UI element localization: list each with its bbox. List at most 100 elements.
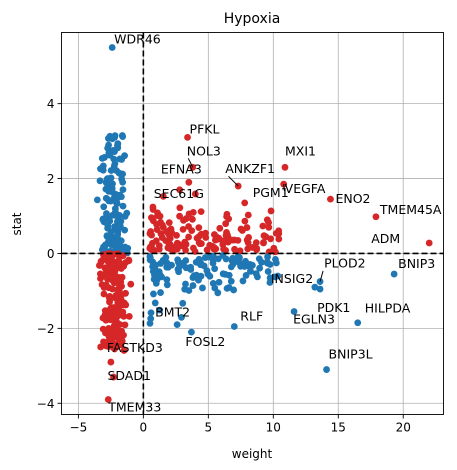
scatter-point bbox=[104, 186, 111, 193]
scatter-point bbox=[147, 230, 154, 237]
scatter-point bbox=[231, 237, 238, 244]
point-label: MXI1 bbox=[285, 143, 316, 158]
scatter-point bbox=[111, 261, 118, 268]
scatter-point bbox=[197, 261, 204, 268]
scatter-point bbox=[164, 281, 171, 288]
scatter-point bbox=[190, 274, 197, 281]
scatter-point bbox=[245, 212, 252, 219]
scatter-point bbox=[253, 239, 260, 246]
scatter-point bbox=[109, 306, 116, 313]
x-tick-label: 20 bbox=[396, 421, 411, 435]
point-label: RLF bbox=[240, 308, 263, 323]
scatter-point bbox=[112, 160, 119, 167]
scatter-point-labeled bbox=[241, 200, 248, 207]
point-label: TMEM45A bbox=[379, 202, 442, 217]
scatter-point bbox=[153, 221, 160, 228]
scatter-point bbox=[175, 266, 182, 273]
point-label: INSIG2 bbox=[271, 271, 313, 286]
scatter-point bbox=[205, 271, 212, 278]
scatter-point bbox=[239, 227, 246, 234]
y-axis-label: stat bbox=[10, 212, 24, 235]
scatter-point bbox=[119, 133, 126, 140]
scatter-point bbox=[210, 260, 217, 267]
x-tick-label: 5 bbox=[205, 421, 213, 435]
scatter-point bbox=[149, 240, 156, 247]
scatter-point-labeled bbox=[426, 240, 433, 247]
scatter-point bbox=[101, 291, 108, 298]
point-label: BNIP3 bbox=[398, 256, 435, 271]
scatter-point bbox=[115, 222, 122, 229]
scatter-point bbox=[180, 261, 187, 268]
scatter-point bbox=[166, 241, 173, 248]
scatter-point bbox=[122, 321, 129, 328]
scatter-point bbox=[97, 275, 104, 282]
scatter-point bbox=[259, 223, 266, 230]
scatter-point bbox=[114, 234, 121, 241]
scatter-point bbox=[106, 152, 113, 159]
scatter-point-labeled bbox=[231, 323, 238, 330]
scatter-point bbox=[94, 196, 101, 203]
scatter-point bbox=[264, 259, 271, 266]
scatter-point bbox=[109, 267, 116, 274]
scatter-point bbox=[147, 256, 154, 263]
x-axis-label: weight bbox=[232, 447, 273, 461]
scatter-point bbox=[260, 240, 267, 247]
y-tick-label: 2 bbox=[47, 172, 55, 186]
point-label: ENO2 bbox=[335, 191, 370, 206]
scatter-point bbox=[97, 177, 104, 184]
x-tick-label: 10 bbox=[266, 421, 281, 435]
point-label: SEC61G bbox=[154, 186, 204, 201]
y-tick-label: −2 bbox=[37, 322, 55, 336]
scatter-point bbox=[112, 211, 119, 218]
scatter-point bbox=[224, 211, 231, 218]
scatter-point bbox=[216, 279, 223, 286]
scatter-point bbox=[103, 282, 110, 289]
scatter-point bbox=[223, 229, 230, 236]
scatter-point bbox=[118, 328, 125, 335]
scatter-point bbox=[160, 224, 167, 231]
scatter-point bbox=[253, 245, 260, 252]
scatter-point-labeled bbox=[282, 164, 289, 171]
scatter-point bbox=[157, 289, 164, 296]
scatter-point bbox=[153, 280, 160, 287]
scatter-point bbox=[235, 253, 242, 260]
scatter-point bbox=[168, 226, 175, 233]
scatter-point bbox=[104, 175, 111, 182]
point-label: EFNA3 bbox=[161, 161, 202, 176]
scatter-point-labeled bbox=[185, 179, 192, 186]
scatter-point bbox=[118, 156, 125, 163]
scatter-point bbox=[190, 245, 197, 252]
scatter-point bbox=[273, 260, 280, 267]
scatter-point bbox=[114, 193, 121, 200]
scatter-point bbox=[187, 266, 194, 273]
point-label: WDR46 bbox=[114, 31, 161, 46]
scatter-point-labeled bbox=[354, 319, 361, 326]
scatter-point bbox=[180, 217, 187, 224]
scatter-point bbox=[157, 260, 164, 267]
x-tick-label: 15 bbox=[331, 421, 346, 435]
scatter-point-labeled bbox=[317, 286, 324, 293]
scatter-point bbox=[185, 223, 192, 230]
scatter-point bbox=[273, 230, 280, 237]
scatter-point bbox=[224, 285, 231, 292]
x-tick-label: −5 bbox=[70, 421, 88, 435]
scatter-point bbox=[157, 272, 164, 279]
scatter-point bbox=[198, 208, 205, 215]
scatter-point bbox=[127, 281, 134, 288]
scatter-point bbox=[176, 204, 183, 211]
scatter-point bbox=[244, 245, 251, 252]
point-label: PFKL bbox=[190, 121, 220, 136]
scatter-point bbox=[105, 325, 112, 332]
point-label: HILPDA bbox=[365, 301, 411, 316]
scatter-point bbox=[190, 282, 197, 289]
scatter-point bbox=[122, 213, 129, 220]
scatter-point bbox=[170, 246, 177, 253]
scatter-point bbox=[165, 264, 172, 271]
scatter-point bbox=[97, 165, 104, 172]
scatter-point bbox=[108, 254, 115, 261]
scatter-point bbox=[268, 208, 275, 215]
scatter-point-labeled bbox=[391, 271, 398, 278]
scatter-point bbox=[150, 291, 157, 298]
point-label: ADM bbox=[371, 231, 400, 246]
scatter-point bbox=[112, 132, 119, 139]
